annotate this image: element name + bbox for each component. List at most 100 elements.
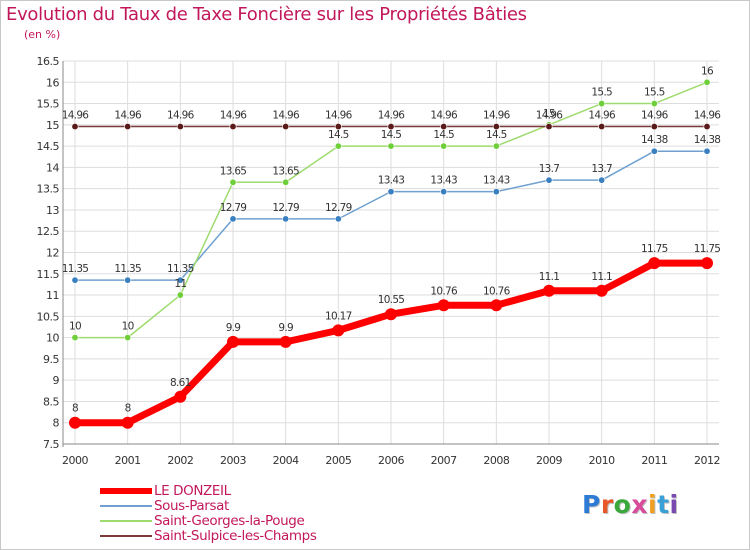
chart-subtitle: (en %) xyxy=(24,28,61,41)
data-point xyxy=(176,291,184,299)
data-point xyxy=(703,123,711,131)
x-tick-label: 2009 xyxy=(536,454,562,467)
legend-label: Saint-Sulpice-les-Champs xyxy=(154,528,317,544)
legend-label: Sous-Parsat xyxy=(154,498,229,514)
data-label: 14.38 xyxy=(694,134,721,146)
logo-letter: o xyxy=(613,490,632,519)
data-point xyxy=(650,123,658,131)
data-point xyxy=(648,257,661,270)
y-tick-label: 12.5 xyxy=(37,225,60,238)
data-point xyxy=(440,188,448,196)
data-point xyxy=(492,142,500,150)
y-tick-label: 13 xyxy=(46,204,59,217)
data-label: 9.9 xyxy=(226,322,241,334)
data-point xyxy=(71,276,79,284)
chart-title: Evolution du Taux de Taxe Foncière sur l… xyxy=(6,4,527,25)
x-tick-label: 2000 xyxy=(62,454,88,467)
data-label: 11.35 xyxy=(114,263,141,275)
data-label: 14.96 xyxy=(62,110,90,122)
data-point xyxy=(71,334,79,342)
y-tick-label: 15.5 xyxy=(37,98,60,111)
data-point xyxy=(229,123,237,131)
data-point xyxy=(227,335,239,348)
data-point xyxy=(121,416,134,429)
data-point xyxy=(440,142,448,150)
data-label: 13.43 xyxy=(483,175,510,187)
y-tick-label: 8 xyxy=(53,417,60,430)
data-label: 14.96 xyxy=(114,110,142,122)
data-label: 13.65 xyxy=(220,165,247,177)
y-tick-label: 9.5 xyxy=(43,353,59,366)
legend-label: Saint-Georges-la-Pouge xyxy=(154,513,305,529)
logo-letter: r xyxy=(600,490,614,519)
legend-swatch-saint-sulpice-les-champs xyxy=(100,535,152,537)
data-label: 14.96 xyxy=(272,110,300,122)
data-point xyxy=(492,188,500,196)
logo-letter: t xyxy=(657,490,670,519)
data-label: 10.55 xyxy=(378,294,405,306)
data-label: 14.96 xyxy=(694,110,722,122)
x-tick-label: 2005 xyxy=(325,454,351,467)
data-label: 13.7 xyxy=(539,163,560,175)
data-label: 14.96 xyxy=(430,110,458,122)
data-label: 10.76 xyxy=(430,285,458,297)
data-point xyxy=(545,123,553,131)
data-label: 12.79 xyxy=(325,202,352,214)
x-tick-label: 2010 xyxy=(589,454,615,467)
data-label: 8.61 xyxy=(170,377,191,389)
data-label: 14.96 xyxy=(641,110,669,122)
data-point xyxy=(282,123,290,131)
data-point xyxy=(176,276,184,284)
legend-swatch-sous-parsat xyxy=(100,505,152,507)
data-point xyxy=(387,142,395,150)
data-label: 11.35 xyxy=(62,263,89,275)
y-tick-label: 10.5 xyxy=(37,310,60,323)
data-point xyxy=(490,299,503,312)
data-point xyxy=(69,416,81,429)
y-tick-label: 13.5 xyxy=(37,183,60,196)
data-label: 14.96 xyxy=(378,110,406,122)
legend-swatch-saint-georges-la-pouge xyxy=(100,520,152,522)
logo-letter: i xyxy=(669,490,679,519)
data-point xyxy=(124,123,132,131)
data-label: 14.96 xyxy=(325,110,353,122)
data-point xyxy=(701,257,713,270)
data-label: 14.96 xyxy=(220,110,248,122)
data-point xyxy=(595,284,608,297)
data-label: 14.5 xyxy=(328,129,349,141)
data-label: 14.96 xyxy=(588,110,616,122)
y-tick-label: 14.5 xyxy=(37,140,60,153)
y-tick-label: 10 xyxy=(46,332,59,345)
x-tick-label: 2011 xyxy=(641,454,667,467)
data-point xyxy=(124,276,132,284)
data-point xyxy=(174,390,187,403)
data-label: 15.5 xyxy=(644,87,665,99)
data-point xyxy=(543,284,555,297)
data-point xyxy=(598,100,606,108)
data-label: 8 xyxy=(72,403,78,415)
data-point xyxy=(229,215,237,223)
y-tick-label: 7.5 xyxy=(43,438,59,451)
data-label: 11.1 xyxy=(591,271,612,283)
data-label: 12.79 xyxy=(272,202,299,214)
legend-swatch-le-donzeil xyxy=(100,488,152,494)
x-tick-label: 2002 xyxy=(167,454,193,467)
x-tick-label: 2008 xyxy=(483,454,509,467)
y-tick-label: 11.5 xyxy=(37,268,60,281)
data-label: 10.17 xyxy=(325,310,352,322)
data-point xyxy=(229,178,237,186)
data-point xyxy=(334,215,342,223)
y-tick-label: 15 xyxy=(46,119,59,132)
data-point xyxy=(387,123,395,131)
data-label: 13.43 xyxy=(430,175,457,187)
data-label: 15.5 xyxy=(591,87,612,99)
legend-label: LE DONZEIL xyxy=(154,483,231,499)
data-point xyxy=(545,176,553,184)
data-point xyxy=(492,123,500,131)
data-label: 14.96 xyxy=(536,110,564,122)
y-tick-label: 9 xyxy=(53,374,60,387)
data-label: 13.7 xyxy=(591,163,612,175)
data-label: 15 xyxy=(543,108,555,120)
y-tick-label: 11 xyxy=(46,289,59,302)
